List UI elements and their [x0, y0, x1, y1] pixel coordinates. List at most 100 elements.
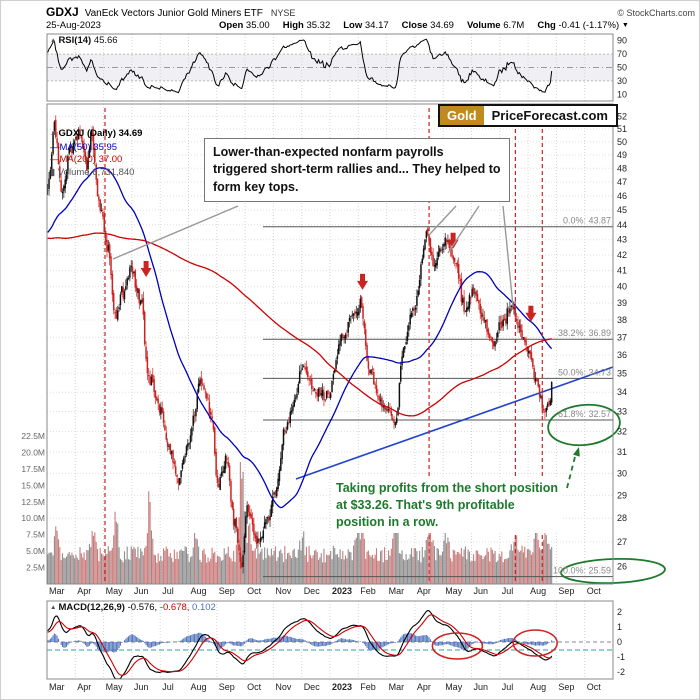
- svg-text:30: 30: [617, 468, 627, 478]
- svg-text:Apr: Apr: [417, 586, 431, 596]
- logo-gold-segment: Gold: [440, 106, 484, 125]
- legend-ma200-row: —MA(200) 37.00: [50, 154, 123, 165]
- chart-date: 25-Aug-2023: [46, 20, 101, 31]
- svg-text:70: 70: [617, 49, 627, 59]
- svg-text:32: 32: [617, 427, 627, 437]
- svg-text:Jul: Jul: [162, 586, 174, 596]
- legend-symbol-row: ▲ GDXJ (Daily) 34.69: [50, 128, 143, 139]
- main-panel-legend: ▲ GDXJ (Daily) 34.69 —MA(50) 35.95 —MA(20…: [50, 128, 142, 179]
- month-axis-labels: Mar Mar Apr Apr May May Jun Jun Jul Jul Aug Aug Sep S…: [49, 586, 601, 692]
- svg-text:Feb: Feb: [360, 586, 376, 596]
- svg-text:34: 34: [617, 387, 627, 397]
- rsi-line: [47, 38, 553, 94]
- svg-text:43: 43: [617, 235, 627, 245]
- legend-ma50-row: —MA(50) 35.95: [50, 141, 118, 153]
- svg-text:35: 35: [617, 368, 627, 378]
- svg-text:42: 42: [617, 250, 627, 260]
- quote-open: Open 35.00: [219, 20, 270, 31]
- svg-text:47: 47: [617, 177, 627, 187]
- svg-text:May: May: [106, 682, 124, 692]
- change-down-icon: ▼: [621, 22, 629, 29]
- svg-text:Feb: Feb: [360, 682, 376, 692]
- rsi-name: RSI(14): [58, 35, 92, 46]
- svg-text:Aug: Aug: [191, 682, 207, 692]
- svg-text:100.0%: 25.59: 100.0%: 25.59: [553, 566, 611, 576]
- svg-text:36: 36: [617, 350, 627, 360]
- svg-text:28: 28: [617, 513, 627, 523]
- svg-text:Sep: Sep: [558, 682, 574, 692]
- quote-high: High 35.32: [282, 20, 331, 31]
- take-profit-annotation: Taking profits from the short position a…: [332, 478, 562, 533]
- svg-text:Mar: Mar: [49, 586, 65, 596]
- svg-text:15.0M: 15.0M: [21, 480, 45, 490]
- quote-volume: Volume 6.7M: [466, 20, 525, 31]
- svg-text:46: 46: [617, 191, 627, 201]
- svg-text:17.5M: 17.5M: [21, 464, 45, 474]
- rsi-panel-label: ▲ RSI(14) 45.66: [50, 35, 118, 46]
- svg-text:Jul: Jul: [502, 586, 514, 596]
- panel-chart-icon: ▲: [50, 37, 57, 44]
- svg-text:Oct: Oct: [587, 682, 602, 692]
- svg-text:5.0M: 5.0M: [26, 546, 45, 556]
- svg-text:22.5M: 22.5M: [21, 431, 45, 441]
- svg-text:50: 50: [617, 137, 627, 147]
- nonfarm-payrolls-annotation: Lower-than-expected nonfarm payrolls tri…: [204, 138, 510, 202]
- svg-text:Aug: Aug: [191, 586, 207, 596]
- svg-text:Mar: Mar: [49, 682, 65, 692]
- volume-axis-labels: 22.5M 20.0M 17.5M 15.0M 12.5M 10.0M 7.5M 5.0M 2.…: [21, 431, 45, 573]
- gold-priceforecast-logo: Gold PriceForecast.com: [438, 104, 618, 127]
- legend-volume-row: ▮ Volume 6,731,840: [50, 166, 135, 178]
- svg-text:50.0%: 34.73: 50.0%: 34.73: [558, 367, 611, 377]
- svg-text:12.5M: 12.5M: [21, 497, 45, 507]
- svg-text:40: 40: [617, 282, 627, 292]
- svg-text:-2: -2: [617, 667, 625, 677]
- svg-text:61.8%: 32.57: 61.8%: 32.57: [558, 409, 611, 419]
- svg-text:0.0%: 43.87: 0.0%: 43.87: [563, 216, 611, 226]
- ma200-line: [47, 232, 552, 417]
- copyright-label: © StockCharts.com: [617, 8, 695, 18]
- svg-text:41: 41: [617, 266, 627, 276]
- svg-text:0: 0: [617, 637, 622, 647]
- svg-text:37: 37: [617, 332, 627, 342]
- svg-text:Jul: Jul: [502, 682, 514, 692]
- svg-text:7.5M: 7.5M: [26, 530, 45, 540]
- svg-text:Sep: Sep: [219, 682, 235, 692]
- svg-text:48: 48: [617, 163, 627, 173]
- svg-text:May: May: [445, 682, 463, 692]
- panel-chart-icon: ▲: [50, 604, 57, 611]
- ticker-symbol: GDXJ: [46, 5, 79, 19]
- chart-header: GDXJ VanEck Vectors Junior Gold Miners E…: [46, 5, 697, 19]
- svg-text:Apr: Apr: [417, 682, 431, 692]
- svg-text:Jul: Jul: [162, 682, 174, 692]
- price-axis-labels: 52 51 50 49 48 47 46 45 44 43 42 41 40 39 38 37 36 35 34 33…: [617, 111, 627, 571]
- svg-text:2023: 2023: [332, 682, 352, 692]
- svg-text:10.0M: 10.0M: [21, 513, 45, 523]
- candlesticks: [46, 115, 553, 574]
- svg-text:May: May: [106, 586, 124, 596]
- svg-text:27: 27: [617, 537, 627, 547]
- fibonacci-labels: 0.0%: 43.87 38.2%: 36.89 50.0%: 34.73 61.8%…: [553, 216, 611, 576]
- svg-text:Mar: Mar: [389, 586, 405, 596]
- svg-text:1: 1: [617, 622, 622, 632]
- rsi-value: 45.66: [93, 35, 118, 46]
- svg-text:-1: -1: [617, 652, 625, 662]
- svg-text:10: 10: [617, 89, 627, 99]
- rsi-axis-labels: 90 70 50 30 10: [617, 36, 627, 100]
- support-trendline: [295, 366, 614, 480]
- fibonacci-lines: [263, 226, 613, 578]
- macd-histogram: [47, 632, 553, 653]
- svg-text:Oct: Oct: [247, 586, 262, 596]
- macd-axis-labels: 2 1 0 -1 -2: [617, 607, 625, 677]
- instrument-name: VanEck Vectors Junior Gold Miners ETF: [84, 8, 263, 19]
- volume-bar-icon: ▮: [50, 166, 56, 178]
- svg-text:Aug: Aug: [530, 682, 546, 692]
- svg-text:Jun: Jun: [474, 682, 489, 692]
- svg-text:2: 2: [617, 607, 622, 617]
- quote-row: 25-Aug-2023 Open 35.00 High 35.32 Low 34…: [46, 20, 697, 31]
- svg-text:Dec: Dec: [304, 682, 321, 692]
- panel-borders: [46, 33, 614, 680]
- panel-chart-icon: ▲: [50, 130, 57, 137]
- svg-text:May: May: [445, 586, 463, 596]
- svg-text:20.0M: 20.0M: [21, 447, 45, 457]
- svg-text:Oct: Oct: [247, 682, 262, 692]
